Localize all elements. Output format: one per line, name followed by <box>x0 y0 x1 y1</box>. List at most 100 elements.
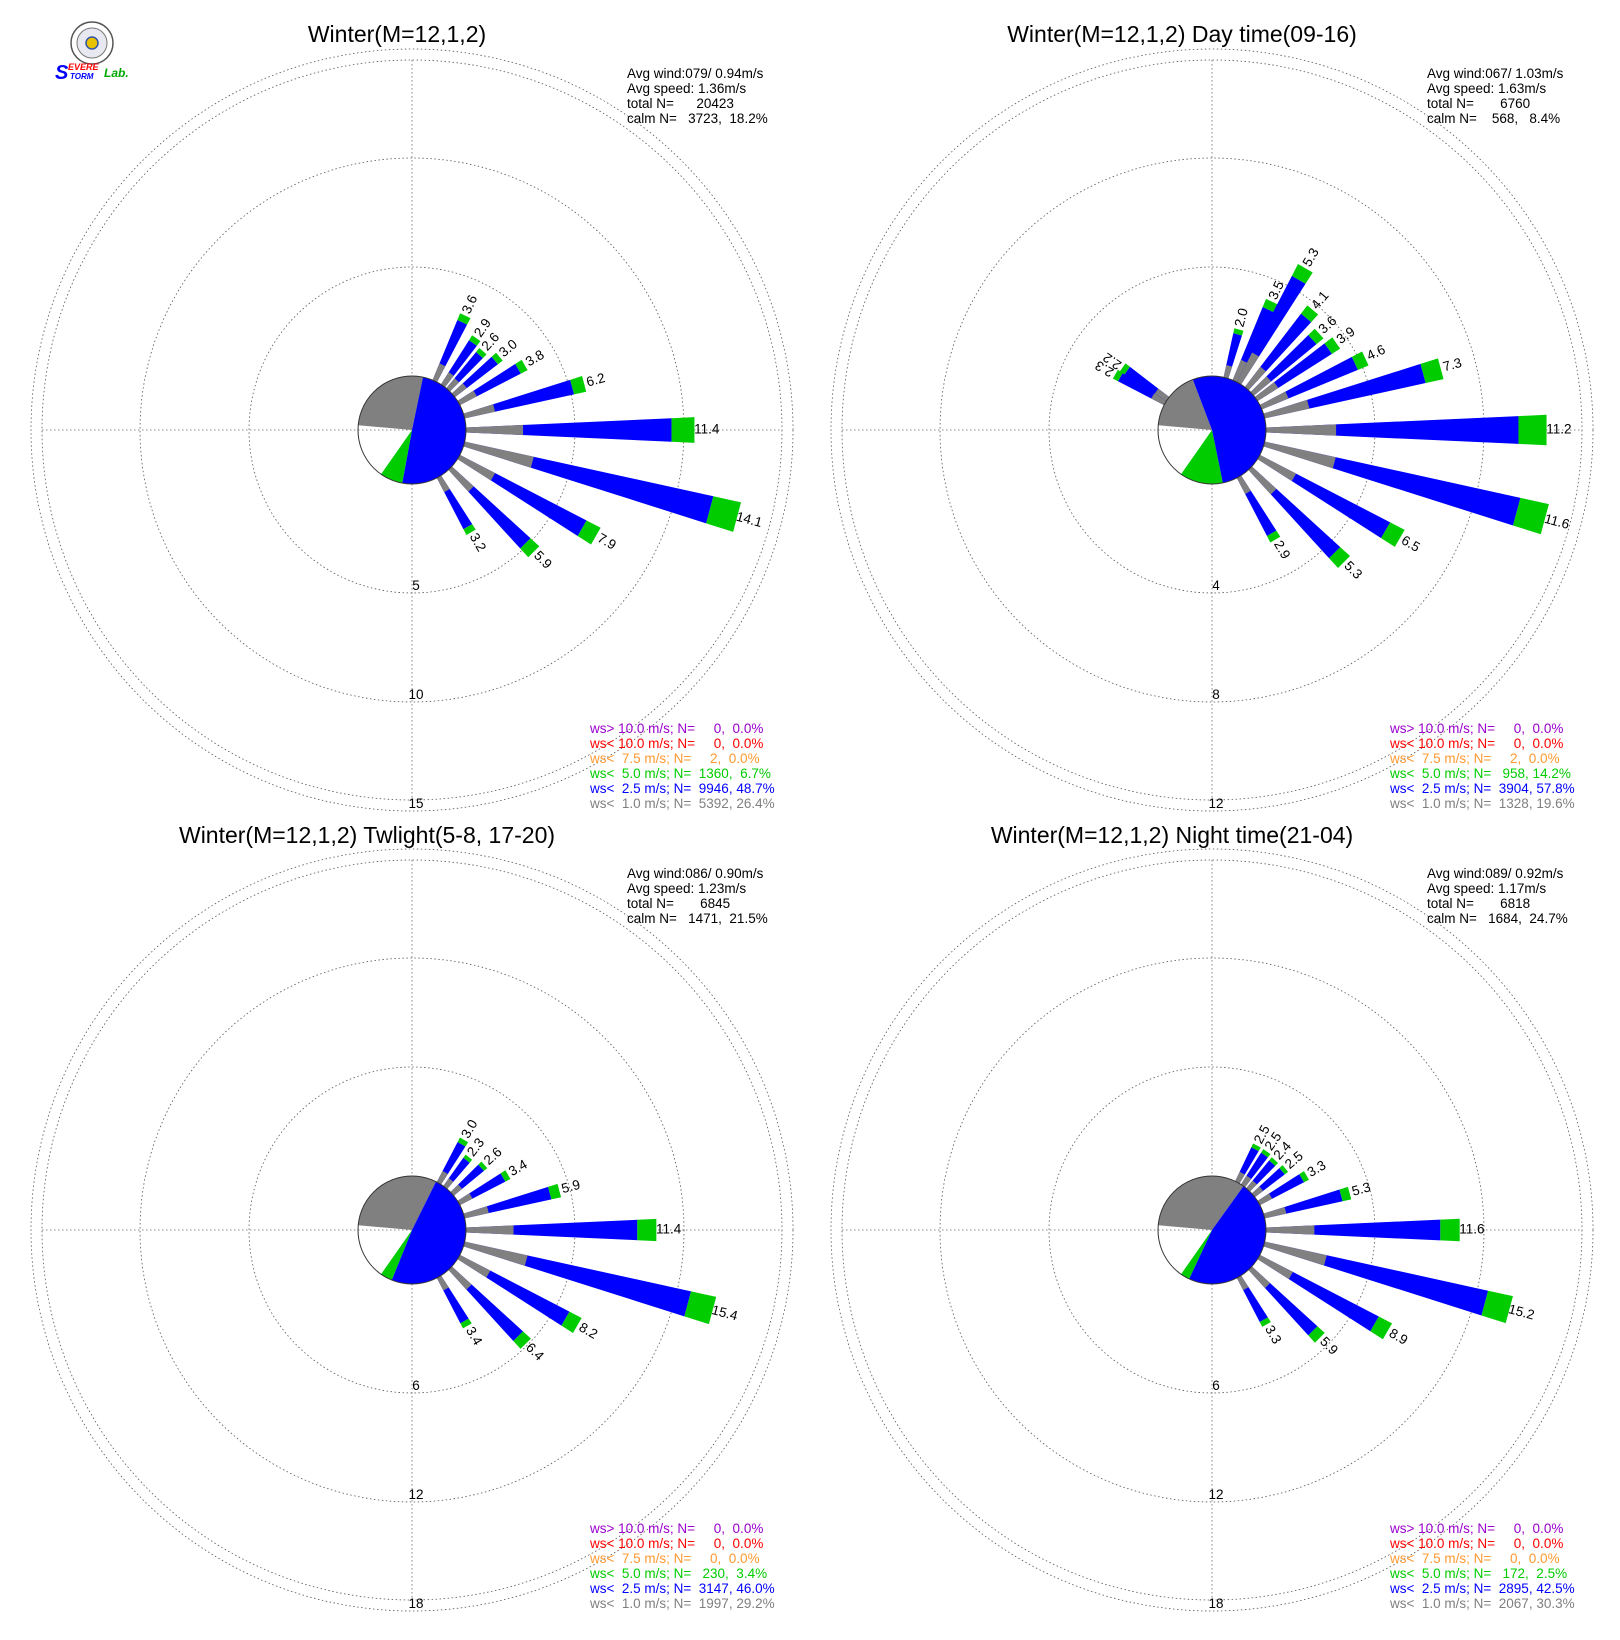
legend-entry-under-10: ws< 10.0 m/s; N= 0, 0.0% <box>589 736 763 751</box>
bar-value-label: 8.2 <box>576 1320 600 1342</box>
wind-bar-calm <box>1236 1275 1249 1291</box>
wind-bar-moderate <box>577 520 601 545</box>
wind-bar-moderate <box>457 313 471 325</box>
wind-bar-moderate <box>1251 1143 1261 1152</box>
wind-bar-moderate <box>1119 363 1130 375</box>
wind-bar-calm <box>1248 1266 1271 1289</box>
wind-bar-moderate <box>1262 298 1278 313</box>
bar-value-label: 5.9 <box>560 1177 582 1196</box>
wind-bar-calm <box>450 1184 463 1196</box>
ring-label: 12 <box>408 1487 423 1502</box>
bar-value-label: 11.6 <box>1543 511 1571 532</box>
calm-pie <box>357 375 467 485</box>
calm-pie-sector <box>358 376 424 430</box>
bar-value-label: 3.3 <box>1262 1323 1284 1347</box>
calm-n: calm N= 1471, 21.5% <box>627 911 768 926</box>
avg-speed: Avg speed: 1.23m/s <box>627 881 746 896</box>
bar-value-label: 7.9 <box>595 530 619 552</box>
avg-wind: Avg wind:086/ 0.90m/s <box>627 866 764 881</box>
wind-bar-moderate <box>1339 1186 1352 1202</box>
logo-seal-center-icon <box>85 36 99 50</box>
wind-bar-moderate <box>1308 1326 1325 1343</box>
bar-value-label: 2.0 <box>1231 307 1250 329</box>
wind-bar-calm <box>436 1275 449 1291</box>
wind-bar-calm <box>457 1193 473 1206</box>
wind-bar-calm <box>463 1206 489 1219</box>
wind-bar-moderate <box>1513 497 1549 535</box>
legend-entry-under-2-5: ws< 2.5 m/s; N= 9946, 48.7% <box>589 781 775 796</box>
ring-label: 12 <box>1208 796 1223 811</box>
calm-circle <box>1157 375 1267 485</box>
bar-value-label: 3.8 <box>523 347 547 369</box>
calm-circle <box>1157 1175 1267 1285</box>
wind-bar-moderate <box>570 376 587 395</box>
grid-ring <box>30 48 794 812</box>
panel-title: Winter(M=12,1,2) Day time(09-16) <box>1007 21 1357 47</box>
wind-bar-moderate <box>1291 264 1313 284</box>
wind-bar-calm <box>463 441 534 468</box>
panel-winter-twilight: 3.02.32.6 3.45.911.415.48.26.43.4 Winter(… <box>30 822 794 1612</box>
lab-logo: S EVERE TORM Lab. <box>55 21 129 84</box>
legend-entry-under-5: ws< 5.0 m/s; N= 230, 3.4% <box>589 1566 767 1581</box>
wind-bar-moderate <box>478 1161 488 1171</box>
stats-block: Avg wind:089/ 0.92m/s Avg speed: 1.17m/s… <box>1427 866 1568 926</box>
grid-ring <box>830 848 1594 1612</box>
wind-bar-calm <box>1265 424 1337 436</box>
avg-speed: Avg speed: 1.36m/s <box>627 81 746 96</box>
wind-bar-moderate <box>463 1154 473 1163</box>
grid-ring <box>841 59 1583 801</box>
wind-bar-moderate <box>1299 1171 1309 1183</box>
wind-bar-moderate <box>1440 1218 1460 1242</box>
wind-bar-calm <box>1240 1175 1252 1188</box>
calm-pie-sector <box>1181 430 1223 484</box>
wind-bar-moderate <box>476 347 487 359</box>
bar-value-label: 2.9 <box>1271 538 1293 562</box>
ring-label: 8 <box>1212 687 1220 702</box>
ring-label: 12 <box>1208 1487 1223 1502</box>
legend-entry-under-2-5: ws< 2.5 m/s; N= 3904, 57.8% <box>1389 781 1575 796</box>
wind-bar-moderate <box>460 1318 472 1329</box>
bar-value-label: 6.4 <box>523 1340 547 1364</box>
wind-bar-calm <box>1251 1186 1264 1198</box>
wind-bar-calm <box>1259 391 1289 410</box>
ring-label: 18 <box>408 1596 423 1611</box>
wind-bar-calm <box>1223 365 1233 379</box>
bar-value-label: 4.6 <box>1364 342 1387 364</box>
legend-entry-under-1: ws< 1.0 m/s; N= 2067, 30.3% <box>1389 1596 1575 1611</box>
bar-value-label: 6.2 <box>585 370 607 389</box>
calm-n: calm N= 3723, 18.2% <box>627 111 768 126</box>
wind-bar-calm <box>457 454 496 481</box>
bar-value-label: 3.6 <box>459 293 481 316</box>
legend-entry-over-10: ws> 10.0 m/s; N= 0, 0.0% <box>1389 721 1563 736</box>
wind-bar-moderate <box>706 496 742 532</box>
grid-ring <box>41 859 783 1601</box>
wind-bar-moderate <box>1481 1290 1513 1324</box>
total-n: total N= 6845 <box>627 896 730 911</box>
ring-label: 6 <box>1212 1378 1220 1393</box>
stats-block: Avg wind:086/ 0.90m/s Avg speed: 1.23m/s… <box>627 866 768 926</box>
wind-bar-calm <box>465 1225 514 1235</box>
wind-bar-calm <box>457 1254 491 1278</box>
wind-bar-moderate <box>513 1331 531 1349</box>
calm-n: calm N= 568, 8.4% <box>1427 111 1560 126</box>
wind-bar-calm <box>1236 475 1251 495</box>
wind-bar-moderate <box>1370 1316 1393 1340</box>
wind-bar-moderate <box>491 352 503 365</box>
logo-torm: TORM <box>70 72 94 81</box>
wind-bar-calm <box>1263 1206 1287 1219</box>
stats-block: Avg wind:079/ 0.94m/s Avg speed: 1.36m/s… <box>627 66 768 126</box>
wind-bar-calm <box>1151 393 1167 406</box>
bar-value-label: 5.3 <box>1341 558 1365 582</box>
wind-bar-calm <box>463 404 496 419</box>
logo-evere: EVERE <box>68 62 100 72</box>
wind-bar-calm <box>443 1178 454 1189</box>
calm-circle <box>357 375 467 485</box>
legend-entry-under-2-5: ws< 2.5 m/s; N= 3147, 46.0% <box>589 1581 775 1596</box>
bar-value-label: 11.4 <box>656 1222 682 1237</box>
wind-bar-slow <box>465 418 672 442</box>
wind-bar-moderate <box>463 524 476 535</box>
rose-bars: 2.32.22.03.55.34.13.63.94.67.311.211.66.… <box>1093 245 1572 582</box>
bar-value-label: 3.3 <box>1305 1157 1329 1179</box>
wind-bar-moderate <box>1329 547 1351 569</box>
